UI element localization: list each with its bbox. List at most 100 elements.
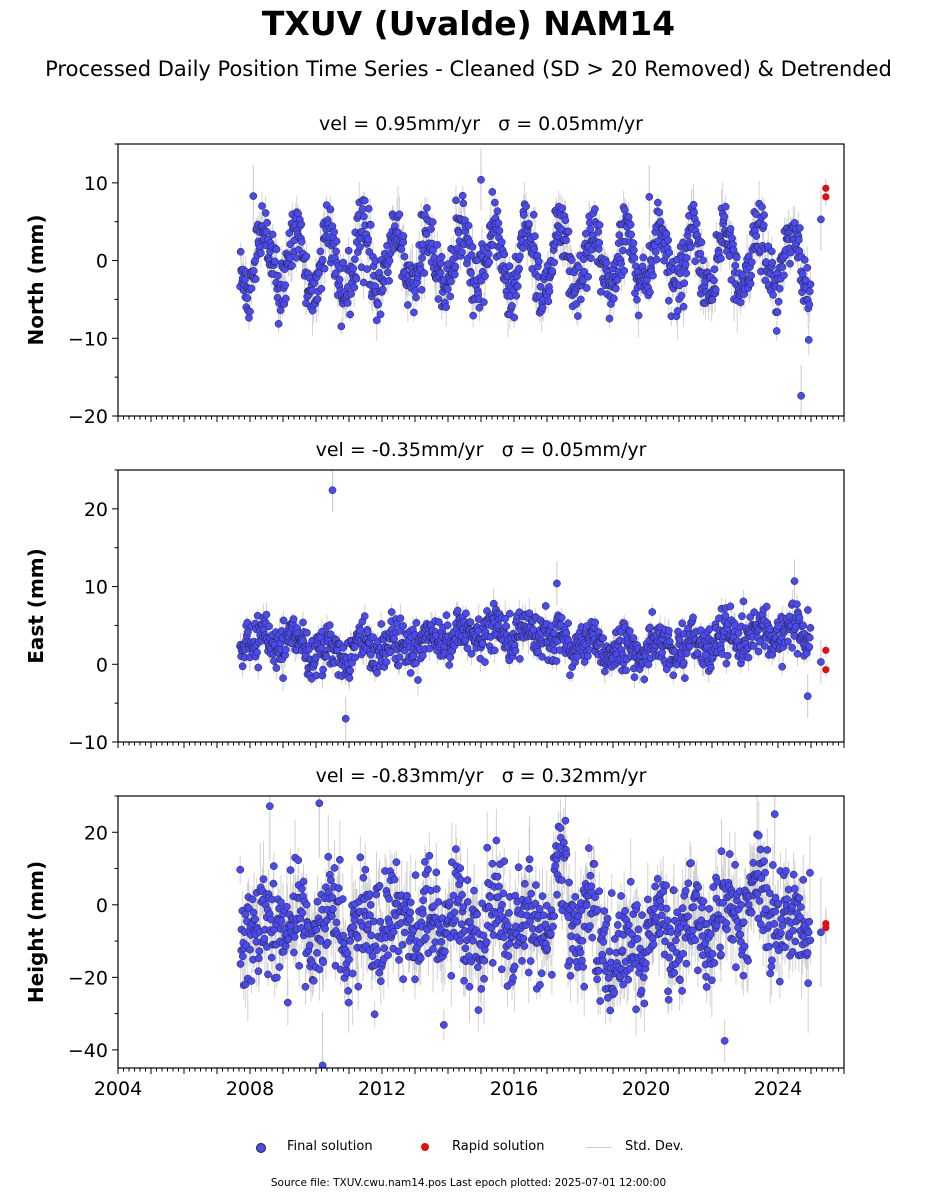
final-point xyxy=(372,316,381,325)
final-point xyxy=(356,626,365,635)
final-point xyxy=(630,254,639,262)
y-tick-label: −10 xyxy=(68,328,108,350)
final-point xyxy=(423,204,431,212)
final-point xyxy=(708,295,717,304)
final-point xyxy=(502,622,511,631)
y-tick-label: 10 xyxy=(84,173,108,195)
east-panel-title: vel = -0.35mm/yr σ = 0.05mm/yr xyxy=(118,439,844,461)
final-point xyxy=(768,258,777,267)
east-axes-frame xyxy=(117,469,845,743)
final-point xyxy=(364,235,372,243)
final-point xyxy=(769,291,777,299)
final-point xyxy=(443,285,452,293)
final-point xyxy=(788,643,797,652)
final-point xyxy=(493,207,502,216)
final-point xyxy=(699,256,707,265)
rapid-point xyxy=(822,666,830,674)
final-point xyxy=(464,221,473,230)
final-point xyxy=(510,313,519,322)
final-point xyxy=(677,291,686,300)
final-point xyxy=(505,262,514,271)
final-point xyxy=(692,219,701,228)
final-point xyxy=(399,622,407,630)
final-point xyxy=(246,307,254,316)
final-point xyxy=(805,300,814,309)
final-point xyxy=(399,238,408,247)
final-point xyxy=(481,658,489,666)
final-point xyxy=(360,612,369,620)
final-point xyxy=(501,614,510,623)
final-point xyxy=(490,646,499,655)
final-point xyxy=(390,634,398,643)
final-point xyxy=(414,676,422,684)
final-point xyxy=(442,303,450,311)
final-point xyxy=(734,629,743,637)
final-point xyxy=(790,577,799,585)
final-point xyxy=(645,192,654,201)
final-point xyxy=(341,714,350,723)
final-point xyxy=(442,611,451,620)
final-point xyxy=(251,275,260,283)
y-tick-label: 20 xyxy=(84,499,108,521)
final-point xyxy=(395,210,404,219)
final-point xyxy=(715,614,723,623)
final-point xyxy=(374,300,382,309)
final-point xyxy=(271,257,279,266)
final-point xyxy=(320,264,329,273)
final-point xyxy=(366,650,375,659)
final-point xyxy=(428,218,437,226)
final-point xyxy=(511,646,520,655)
rapid-point xyxy=(822,646,830,654)
y-tick-label: 10 xyxy=(84,577,108,599)
final-point xyxy=(384,268,392,277)
final-point xyxy=(582,284,591,292)
final-point xyxy=(332,237,341,246)
final-point xyxy=(281,281,290,289)
final-point xyxy=(538,303,547,312)
final-point xyxy=(466,618,475,626)
final-point xyxy=(244,628,252,637)
final-point xyxy=(436,269,445,277)
final-point xyxy=(669,671,678,680)
final-point xyxy=(793,649,802,658)
final-point xyxy=(622,666,630,675)
north-sigma-text: σ = 0.05mm/yr xyxy=(498,113,643,135)
final-point xyxy=(574,312,582,320)
final-point xyxy=(297,220,306,229)
final-point xyxy=(261,209,270,217)
final-point xyxy=(467,251,476,259)
final-point xyxy=(799,621,808,630)
final-point xyxy=(750,608,759,617)
final-point xyxy=(797,391,805,400)
final-point xyxy=(535,257,543,266)
final-point xyxy=(417,285,426,294)
final-point xyxy=(519,211,528,219)
final-point xyxy=(350,283,359,292)
final-point xyxy=(721,202,730,211)
final-point xyxy=(710,265,719,274)
final-point xyxy=(651,248,660,256)
final-point xyxy=(682,254,691,262)
final-point xyxy=(655,208,664,217)
final-point xyxy=(749,642,758,650)
final-point xyxy=(558,204,567,213)
final-point xyxy=(505,609,514,618)
figure-title: TXUV (Uvalde) NAM14 xyxy=(261,4,676,43)
final-point xyxy=(595,238,604,247)
final-point xyxy=(722,659,731,668)
final-point xyxy=(279,616,288,625)
final-point xyxy=(508,302,516,310)
final-point xyxy=(717,254,725,263)
final-point xyxy=(605,314,614,323)
final-point xyxy=(803,263,812,272)
final-point xyxy=(411,287,419,295)
final-point xyxy=(516,252,524,261)
final-point xyxy=(452,196,460,205)
final-point xyxy=(772,327,781,335)
north-final-points xyxy=(236,175,830,400)
final-point xyxy=(721,611,730,620)
final-point xyxy=(364,204,373,213)
final-point xyxy=(599,634,608,643)
final-point xyxy=(689,613,697,622)
final-point xyxy=(363,628,372,637)
